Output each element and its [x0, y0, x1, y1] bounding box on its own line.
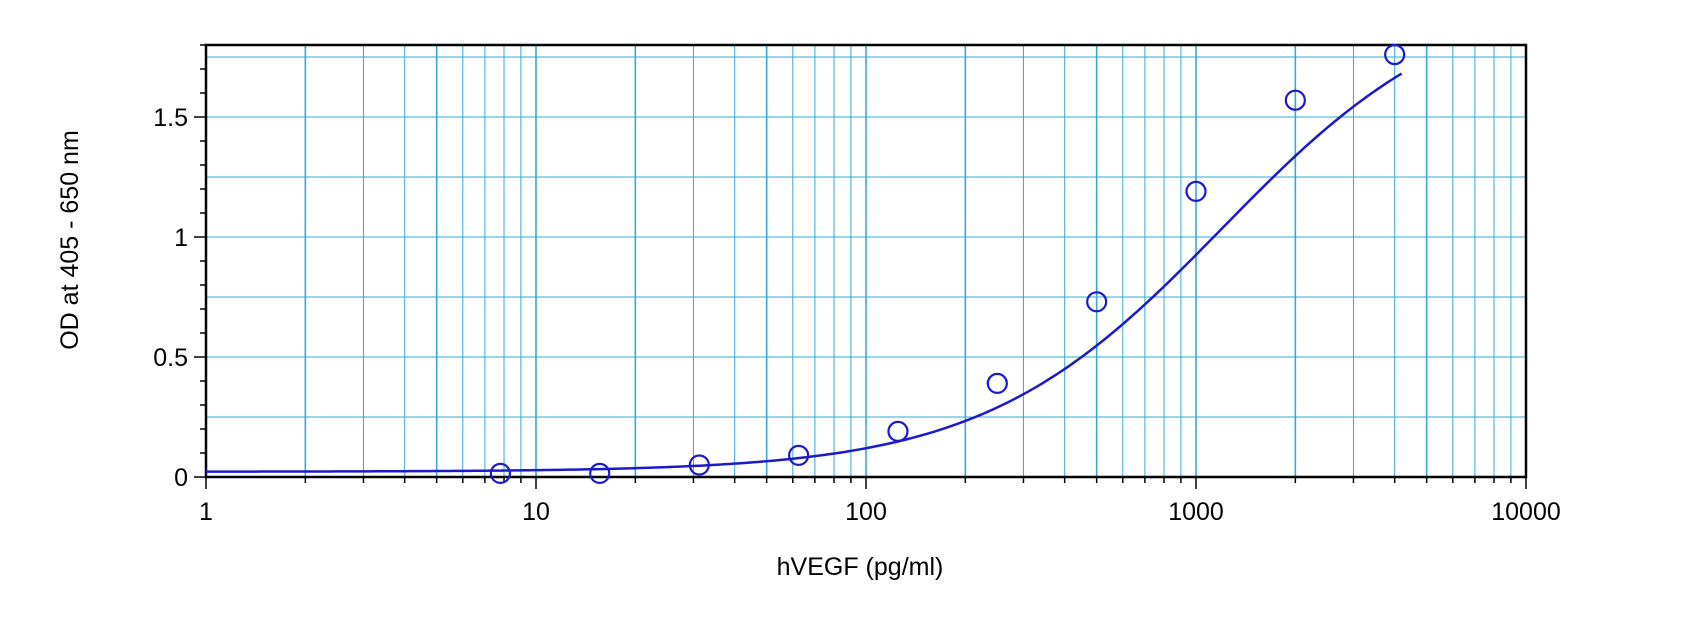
y-tick-label: 0	[174, 464, 188, 492]
data-point	[1384, 43, 1406, 66]
axes	[194, 43, 1528, 489]
fit-curve	[206, 72, 1403, 473]
x-tick-label: 100	[845, 498, 887, 526]
y-tick-label: 1	[174, 224, 188, 252]
x-tick-label: 1	[199, 498, 213, 526]
x-tick-label: 10000	[1491, 498, 1561, 526]
data-point	[688, 454, 710, 476]
y-tick-label: 1.5	[153, 104, 188, 132]
fit-curve-group	[206, 72, 1403, 473]
data-points	[489, 43, 1406, 484]
data-point	[1086, 291, 1108, 313]
x-tick-label: 10	[522, 498, 550, 526]
x-axis-title: hVEGF (pg/ml)	[777, 553, 944, 581]
data-point	[1185, 180, 1207, 202]
data-point	[788, 444, 810, 466]
data-point	[489, 462, 511, 484]
x-tick-label: 1000	[1168, 498, 1224, 526]
data-point	[589, 462, 611, 484]
tick-labels: 1 10 100 1000 10000 0 0.5 1 1.5	[153, 104, 1561, 526]
grid	[206, 45, 1526, 477]
y-axis-title: OD at 405 - 650 nm	[56, 130, 84, 350]
data-point	[986, 372, 1008, 394]
data-point	[1284, 89, 1306, 111]
data-point	[887, 420, 909, 442]
y-tick-label: 0.5	[153, 344, 188, 372]
